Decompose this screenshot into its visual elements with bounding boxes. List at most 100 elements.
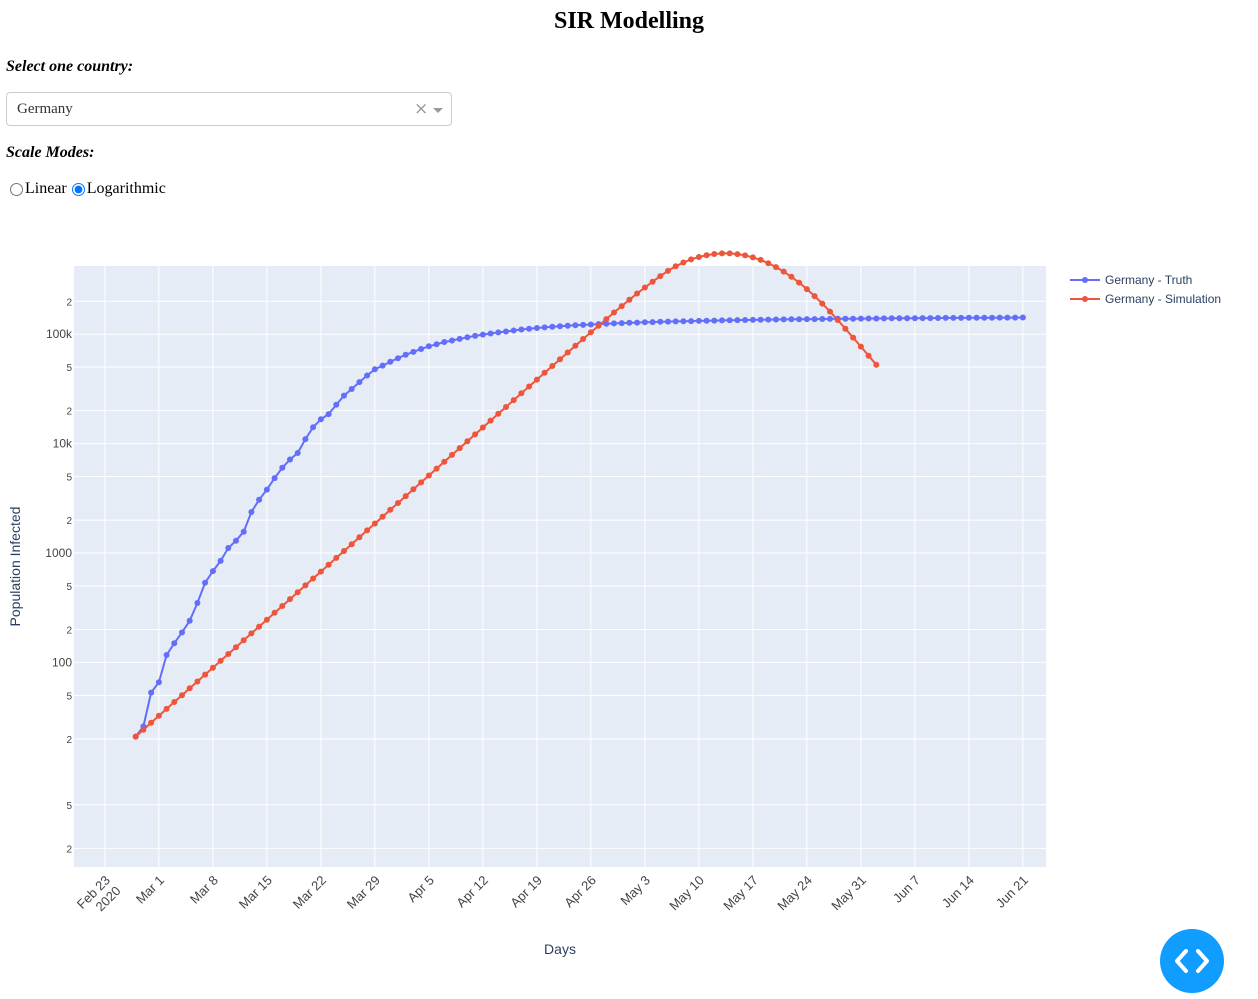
data-point bbox=[179, 629, 185, 636]
data-point bbox=[503, 328, 509, 335]
data-point bbox=[333, 401, 340, 408]
data-point bbox=[472, 431, 479, 438]
data-point bbox=[842, 315, 849, 322]
x-tick-label: May 17 bbox=[720, 873, 761, 914]
data-point bbox=[711, 251, 718, 257]
data-point bbox=[317, 416, 324, 423]
data-point bbox=[325, 561, 332, 568]
data-point bbox=[719, 250, 725, 257]
data-point bbox=[256, 623, 263, 630]
data-point bbox=[233, 537, 239, 544]
data-point bbox=[194, 678, 201, 685]
data-point bbox=[557, 356, 563, 363]
y-tick-label: 2 bbox=[66, 516, 72, 527]
data-point bbox=[456, 445, 463, 452]
x-tick-label: Apr 26 bbox=[561, 873, 599, 911]
data-point bbox=[541, 324, 548, 331]
data-point bbox=[171, 640, 178, 647]
data-point bbox=[148, 719, 155, 726]
data-point bbox=[742, 252, 749, 259]
data-point bbox=[564, 322, 571, 329]
data-point bbox=[294, 589, 301, 596]
data-point bbox=[410, 348, 417, 355]
data-point bbox=[371, 520, 378, 527]
data-point bbox=[379, 362, 386, 369]
radio-logarithmic[interactable] bbox=[71, 182, 85, 196]
data-point bbox=[279, 464, 286, 471]
y-axis-title: Population Infected bbox=[7, 507, 23, 627]
x-tick-label: Jun 7 bbox=[890, 873, 923, 906]
data-point bbox=[317, 568, 324, 575]
data-point bbox=[186, 617, 193, 624]
y-tick-label: 2 bbox=[66, 625, 72, 636]
data-point bbox=[225, 651, 232, 657]
radio-linear[interactable] bbox=[10, 182, 23, 196]
data-point bbox=[811, 293, 818, 300]
y-tick-label: 100 bbox=[52, 655, 72, 669]
data-point bbox=[572, 322, 579, 329]
data-point bbox=[919, 315, 926, 322]
data-point bbox=[294, 450, 301, 456]
data-point bbox=[464, 438, 471, 445]
data-point bbox=[695, 254, 702, 260]
data-point bbox=[387, 358, 394, 365]
data-point bbox=[587, 329, 594, 336]
data-point bbox=[433, 465, 440, 472]
data-point bbox=[287, 596, 293, 603]
y-tick-label: 1000 bbox=[45, 546, 72, 560]
x-tick-label: May 24 bbox=[774, 873, 815, 914]
data-point bbox=[402, 351, 409, 358]
y-tick-label: 2 bbox=[66, 297, 72, 308]
x-tick-label: Jun 14 bbox=[939, 873, 977, 911]
data-point bbox=[773, 316, 779, 323]
data-point bbox=[719, 317, 725, 324]
data-point bbox=[194, 600, 201, 606]
data-point bbox=[834, 317, 841, 323]
data-point bbox=[819, 316, 826, 322]
clear-icon[interactable]: × bbox=[414, 99, 429, 119]
data-point bbox=[533, 376, 540, 383]
radio-option-logarithmic[interactable]: Logarithmic bbox=[71, 180, 166, 198]
radio-logarithmic-label: Logarithmic bbox=[86, 180, 166, 197]
data-point bbox=[958, 314, 965, 321]
data-point bbox=[341, 392, 347, 399]
data-point bbox=[518, 390, 525, 397]
data-point bbox=[773, 264, 779, 271]
data-point bbox=[626, 296, 633, 303]
data-point bbox=[217, 657, 224, 664]
data-point bbox=[842, 325, 849, 332]
data-point bbox=[433, 341, 440, 348]
data-point bbox=[549, 363, 556, 369]
data-point bbox=[356, 534, 363, 541]
data-point bbox=[788, 273, 795, 280]
data-point bbox=[441, 339, 448, 345]
data-point bbox=[225, 545, 232, 551]
scale-modes-label: Scale Modes: bbox=[6, 144, 95, 161]
y-tick-label: 5 bbox=[66, 363, 72, 374]
x-tick-label: Apr 12 bbox=[453, 873, 491, 911]
data-point bbox=[155, 712, 162, 719]
x-tick-label: Apr 5 bbox=[404, 873, 437, 906]
data-point bbox=[973, 314, 980, 321]
data-point bbox=[171, 699, 178, 705]
data-point bbox=[402, 493, 409, 500]
country-dropdown[interactable]: Germany × bbox=[6, 92, 452, 126]
data-point bbox=[202, 671, 209, 678]
code-toggle-button[interactable] bbox=[1160, 929, 1224, 993]
data-point bbox=[703, 317, 710, 324]
data-point bbox=[487, 417, 494, 424]
data-point bbox=[418, 346, 425, 352]
data-point bbox=[603, 316, 610, 323]
data-point bbox=[341, 548, 347, 554]
data-point bbox=[688, 318, 695, 325]
data-point bbox=[395, 500, 401, 506]
chevron-down-icon[interactable] bbox=[433, 108, 443, 113]
data-point bbox=[163, 705, 170, 712]
radio-option-linear[interactable]: Linear bbox=[10, 180, 67, 198]
data-point bbox=[479, 424, 486, 431]
data-point bbox=[148, 689, 155, 696]
legend-label: Germany - Truth bbox=[1105, 273, 1192, 287]
y-tick-label: 5 bbox=[66, 582, 72, 593]
data-point bbox=[873, 315, 880, 322]
data-point bbox=[672, 318, 679, 325]
